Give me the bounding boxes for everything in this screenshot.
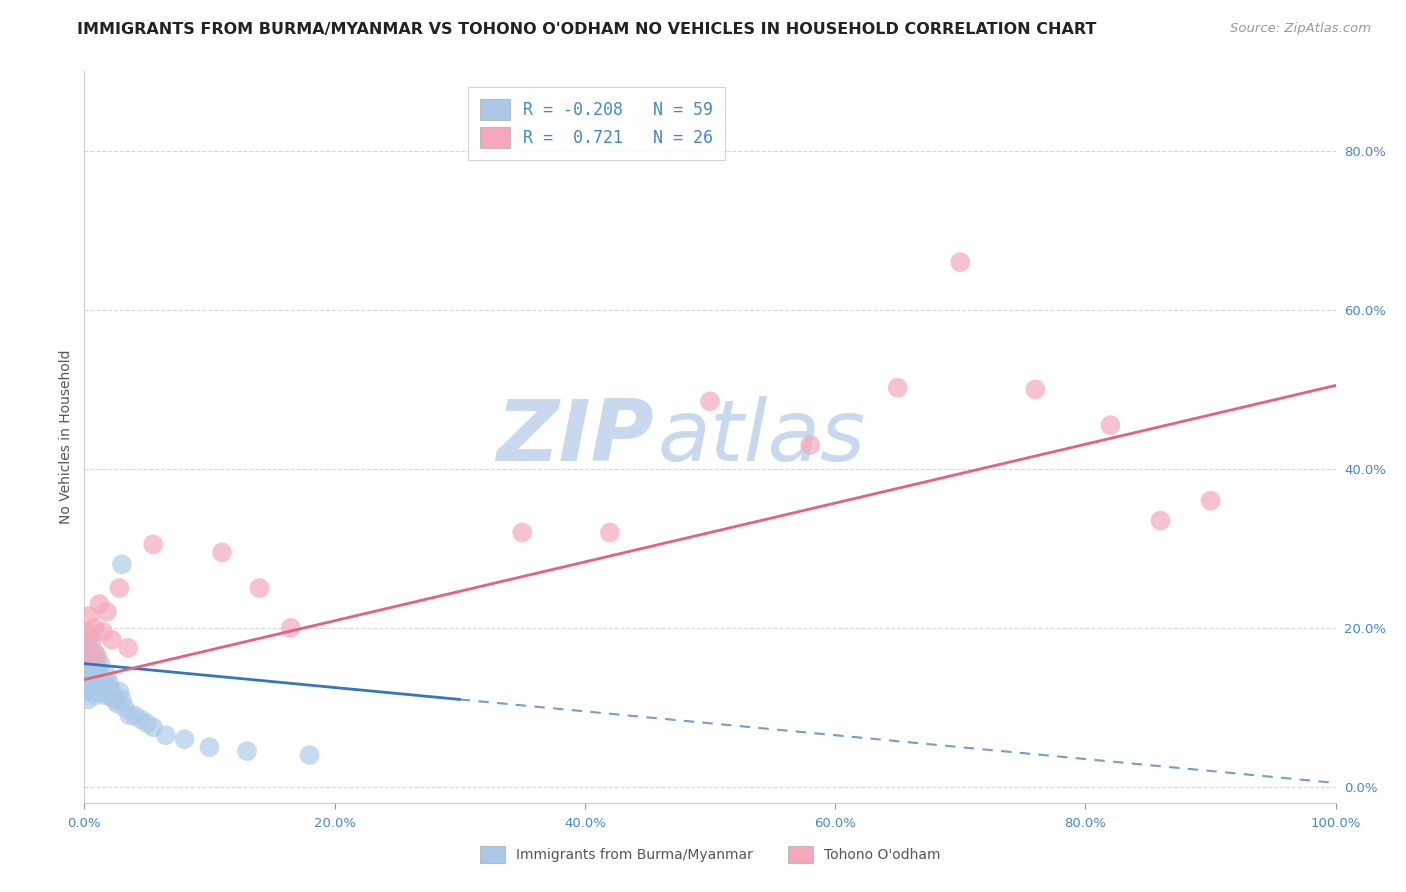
Point (76, 653, 98, 667)
Point (89, 681, 111, 695)
Point (118, 708, 141, 723)
Point (124, 708, 146, 723)
Point (82, 668, 104, 682)
Point (86, 648, 108, 663)
Point (73, 657, 96, 671)
Point (799, 438, 821, 452)
Point (129, 712, 152, 726)
Point (887, 381, 910, 395)
Point (100, 689, 122, 703)
Point (101, 632, 124, 647)
Point (83, 645, 105, 659)
Point (87, 660, 110, 674)
Point (105, 697, 128, 711)
Point (79, 673, 101, 687)
Point (91, 673, 114, 687)
Point (93, 681, 115, 695)
Point (136, 716, 159, 731)
Point (236, 744, 259, 758)
Point (80, 632, 103, 647)
Point (77, 692, 100, 706)
Point (84, 689, 107, 703)
Point (94, 689, 117, 703)
Point (96, 605, 118, 619)
Point (86, 653, 108, 667)
Point (79, 629, 101, 643)
Point (108, 581, 131, 595)
Point (173, 732, 195, 747)
Point (83, 673, 105, 687)
Point (108, 684, 131, 698)
Point (80, 645, 103, 659)
Point (89, 668, 111, 682)
Point (77, 668, 100, 682)
Point (86, 676, 108, 690)
Point (142, 720, 165, 734)
Point (298, 748, 321, 763)
Point (949, 255, 972, 269)
Point (101, 684, 124, 698)
Point (599, 525, 621, 540)
Point (96, 668, 118, 682)
Text: atlas: atlas (658, 395, 866, 479)
Point (75, 648, 97, 663)
Point (97, 681, 120, 695)
Point (1024, 383, 1046, 397)
Point (1099, 418, 1122, 433)
Legend: Immigrants from Burma/Myanmar, Tohono O'odham: Immigrants from Burma/Myanmar, Tohono O'… (474, 840, 946, 869)
Point (79, 648, 101, 663)
Point (77, 640, 100, 655)
Text: IMMIGRANTS FROM BURMA/MYANMAR VS TOHONO O'ODHAM NO VEHICLES IN HOUSEHOLD CORRELA: IMMIGRANTS FROM BURMA/MYANMAR VS TOHONO … (77, 22, 1097, 37)
Point (75, 645, 97, 659)
Point (211, 545, 233, 559)
Point (82, 681, 104, 695)
Point (79, 657, 101, 671)
Point (80, 676, 103, 690)
Point (90, 676, 112, 690)
Point (76, 676, 98, 690)
Point (512, 525, 534, 540)
Text: ZIP: ZIP (496, 395, 654, 479)
Y-axis label: No Vehicles in Household: No Vehicles in Household (59, 350, 73, 524)
Point (111, 692, 134, 706)
Point (77, 624, 100, 639)
Point (90, 684, 112, 698)
Point (112, 700, 135, 714)
Point (79, 609, 101, 624)
Point (103, 692, 125, 706)
Point (83, 621, 105, 635)
Point (98, 676, 121, 690)
Point (76, 632, 98, 647)
Point (249, 581, 271, 595)
Point (82, 657, 104, 671)
Point (89, 597, 111, 611)
Point (198, 740, 221, 755)
Point (111, 558, 134, 572)
Point (155, 728, 177, 742)
Point (142, 537, 165, 551)
Point (79, 665, 101, 679)
Point (117, 640, 139, 655)
Point (91, 624, 114, 639)
Text: Source: ZipAtlas.com: Source: ZipAtlas.com (1230, 22, 1371, 36)
Point (79, 681, 101, 695)
Point (75, 684, 97, 698)
Point (280, 621, 302, 635)
Point (699, 394, 721, 409)
Point (84, 665, 107, 679)
Point (1149, 514, 1171, 528)
Point (1199, 493, 1222, 508)
Point (79, 684, 101, 698)
Point (90, 657, 112, 671)
Point (80, 660, 103, 674)
Point (87, 684, 110, 698)
